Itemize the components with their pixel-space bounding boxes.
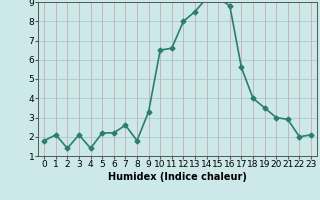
X-axis label: Humidex (Indice chaleur): Humidex (Indice chaleur) [108, 172, 247, 182]
